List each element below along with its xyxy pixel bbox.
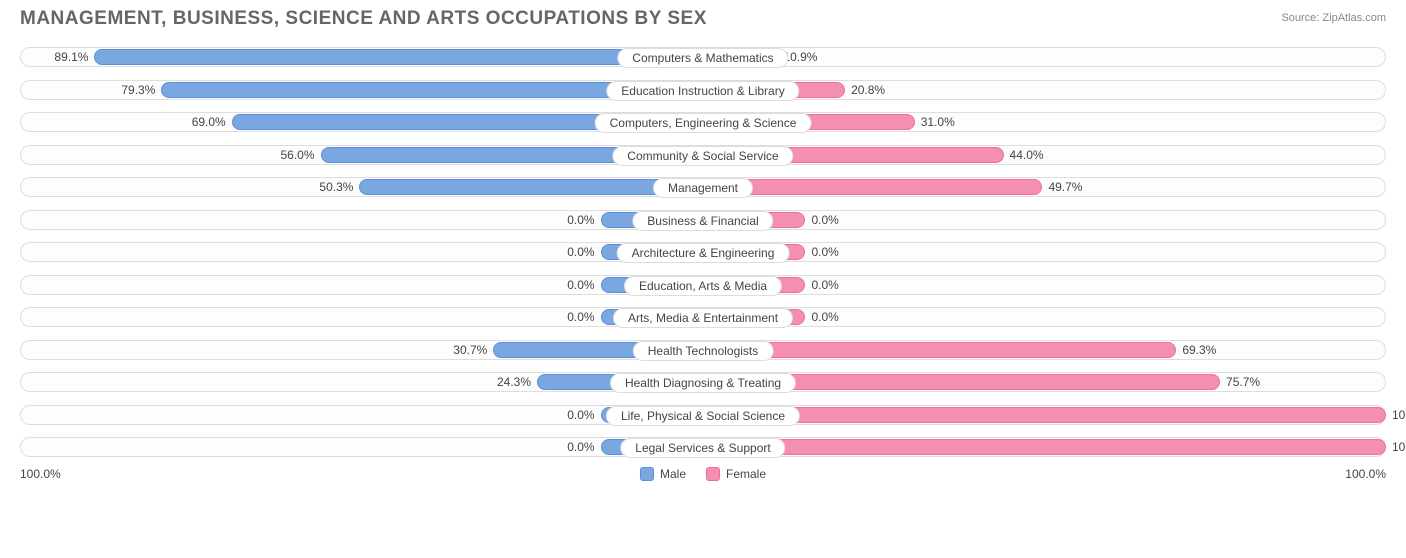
chart-row: 0.0%100.0%Legal Services & Support	[20, 434, 1386, 460]
chart-row: 89.1% 10.9%Computers & Mathematics	[20, 44, 1386, 70]
female-pct-label: 0.0%	[811, 310, 838, 324]
female-pct-label: 100.0%	[1392, 408, 1406, 422]
female-pct-label: 0.0%	[811, 213, 838, 227]
male-pct-label: 0.0%	[567, 278, 594, 292]
male-pct-label: 0.0%	[567, 213, 594, 227]
chart-header: MANAGEMENT, BUSINESS, SCIENCE AND ARTS O…	[20, 8, 1386, 30]
category-label: Computers & Mathematics	[617, 48, 788, 68]
chart-row: 56.0% 44.0% Community & Social Service	[20, 142, 1386, 168]
legend-item-female: Female	[706, 467, 766, 481]
female-bar	[703, 439, 1386, 455]
category-label: Education, Arts & Media	[624, 276, 782, 296]
male-pct-label: 56.0%	[281, 148, 315, 162]
source-label: Source:	[1281, 12, 1319, 24]
legend-swatch-male	[640, 467, 654, 481]
male-bar	[94, 49, 703, 65]
male-pct-label: 0.0%	[567, 440, 594, 454]
female-pct-label: 44.0%	[1010, 148, 1044, 162]
male-pct-label: 50.3%	[319, 180, 353, 194]
chart-row: 0.0%100.0%Life, Physical & Social Scienc…	[20, 402, 1386, 428]
category-label: Computers, Engineering & Science	[595, 113, 812, 133]
female-pct-label: 20.8%	[851, 83, 885, 97]
female-pct-label: 49.7%	[1048, 180, 1082, 194]
male-pct-label: 89.1%	[54, 50, 88, 64]
male-pct-label: 0.0%	[567, 245, 594, 259]
male-pct-label: 79.3%	[121, 83, 155, 97]
category-label: Legal Services & Support	[620, 438, 785, 458]
chart-row: 24.3% 75.7% Health Diagnosing & Treating	[20, 369, 1386, 395]
category-label: Health Diagnosing & Treating	[610, 373, 796, 393]
female-pct-label: 31.0%	[921, 115, 955, 129]
category-label: Health Technologists	[633, 341, 774, 361]
legend-item-male: Male	[640, 467, 686, 481]
male-pct-label: 0.0%	[567, 408, 594, 422]
chart-row: 0.0% 0.0% Arts, Media & Entertainment	[20, 304, 1386, 330]
axis-left-label: 100.0%	[20, 467, 61, 481]
female-bar	[703, 407, 1386, 423]
female-pct-label: 0.0%	[811, 245, 838, 259]
female-bar	[703, 179, 1042, 195]
legend-label-female: Female	[726, 467, 766, 481]
category-label: Management	[653, 178, 753, 198]
legend-swatch-female	[706, 467, 720, 481]
female-pct-label: 10.9%	[783, 50, 817, 64]
axis-right-label: 100.0%	[1345, 467, 1386, 481]
category-label: Life, Physical & Social Science	[606, 406, 800, 426]
diverging-bar-chart: 89.1% 10.9%Computers & Mathematics 79.3% 20…	[20, 44, 1386, 460]
female-bar	[703, 342, 1176, 358]
chart-title: MANAGEMENT, BUSINESS, SCIENCE AND ARTS O…	[20, 8, 707, 30]
male-bar	[359, 179, 703, 195]
male-pct-label: 0.0%	[567, 310, 594, 324]
chart-row: 0.0% 0.0% Business & Financial	[20, 207, 1386, 233]
category-label: Education Instruction & Library	[606, 81, 799, 101]
legend-label-male: Male	[660, 467, 686, 481]
category-label: Business & Financial	[632, 211, 773, 231]
male-pct-label: 24.3%	[497, 375, 531, 389]
chart-row: 0.0% 0.0% Education, Arts & Media	[20, 272, 1386, 298]
male-pct-label: 69.0%	[192, 115, 226, 129]
source-name: ZipAtlas.com	[1322, 12, 1386, 24]
category-label: Arts, Media & Entertainment	[613, 308, 793, 328]
female-pct-label: 69.3%	[1182, 343, 1216, 357]
female-pct-label: 100.0%	[1392, 440, 1406, 454]
chart-legend: Male Female	[640, 467, 766, 481]
male-pct-label: 30.7%	[453, 343, 487, 357]
chart-axis: 100.0% Male Female 100.0%	[20, 467, 1386, 489]
category-label: Community & Social Service	[612, 146, 793, 166]
chart-row: 79.3% 20.8% Education Instruction & Librar…	[20, 77, 1386, 103]
category-label: Architecture & Engineering	[617, 243, 790, 263]
chart-row: 69.0% 31.0% Computers, Engineering & Scien…	[20, 109, 1386, 135]
chart-row: 0.0% 0.0% Architecture & Engineering	[20, 239, 1386, 265]
source-attribution: Source: ZipAtlas.com	[1281, 8, 1386, 24]
female-pct-label: 0.0%	[811, 278, 838, 292]
chart-row: 30.7% 69.3% Health Technologists	[20, 337, 1386, 363]
chart-row: 50.3% 49.7% Management	[20, 174, 1386, 200]
female-pct-label: 75.7%	[1226, 375, 1260, 389]
